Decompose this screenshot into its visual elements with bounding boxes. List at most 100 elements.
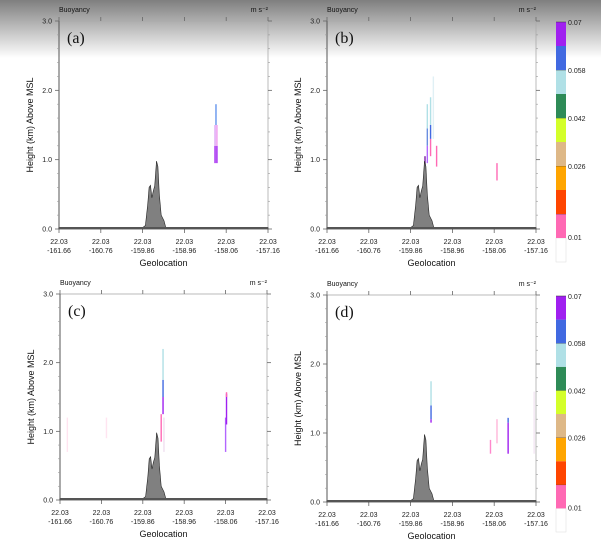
y-tick-label: 1.0 [42,157,52,164]
x-tick-label-lat: 22.03 [259,239,277,246]
terrain-profile [58,161,269,230]
x-tick-label-lon: -157.16 [256,248,280,255]
colorbar-swatch [555,508,567,533]
y-tick-label: 2.0 [43,360,53,367]
y-tick-label: 0.0 [310,227,320,234]
x-tick-label-lat: 22.03 [134,239,152,246]
colorbar-swatch [556,190,566,214]
x-tick-label-lon: -158.96 [173,248,197,255]
y-tick-label: 3.0 [310,19,320,26]
panel-label: (b) [335,30,354,47]
x-tick-label-lon: -161.66 [48,519,72,526]
x-tick-label-lat: 22.03 [176,239,194,246]
colorbar-swatch [556,94,566,118]
x-axis-label: Geolocation [139,258,187,268]
colorbar-label: 0.01 [568,235,582,242]
x-tick-label-lon: -158.96 [441,248,465,255]
x-tick-label-lat: 22.03 [527,512,545,519]
x-tick-label-lon: -161.66 [315,248,339,255]
colorbar-swatch [556,46,566,70]
x-tick-label-lon: -159.86 [399,248,423,255]
y-axis-label: Height (km) Above MSL [293,77,303,172]
plot-frame [326,20,537,230]
colorbar-swatch [556,343,566,367]
colorbar-swatch [556,214,566,238]
colorbar-label: 0.042 [568,116,586,123]
x-tick-label-lon: -160.76 [357,248,381,255]
colorbar-swatch [556,118,566,142]
y-axis-label: Height (km) Above MSL [26,349,36,444]
panel-label: (d) [335,304,354,321]
colorbar-swatch [556,461,566,485]
terrain-profile [326,434,537,503]
colorbar-label: 0.01 [568,505,582,512]
x-tick-label-lon: -157.16 [524,521,548,528]
x-tick-label-lon: -158.06 [482,521,506,528]
colorbar-label: 0.042 [568,388,586,395]
x-tick-label-lat: 22.03 [50,239,68,246]
x-tick-label-lon: -161.66 [315,521,339,528]
colorbar-label: 0.058 [568,341,586,348]
colorbar-swatch [556,166,566,190]
x-axis-label: Geolocation [407,258,455,268]
y-tick-label: 0.0 [42,227,52,234]
colorbar-swatch [556,22,566,46]
x-tick-label-lon: -157.16 [255,519,279,526]
colorbar: 0.01 0.026 0.042 0.058 0.07 [555,294,586,533]
colorbar-swatch [556,366,566,391]
panel-title-units: m s⁻² [519,281,537,288]
colorbar-swatch [555,237,567,263]
colorbar-label: 0.07 [568,20,582,27]
x-tick-label-lat: 22.03 [360,512,378,519]
panel-label: (c) [68,303,86,320]
terrain-profile [326,161,537,230]
x-axis-label: Geolocation [139,529,187,539]
x-tick-label-lon: -158.06 [214,519,238,526]
y-tick-label: 1.0 [43,429,53,436]
x-tick-label-lon: -158.06 [214,248,238,255]
x-tick-label-lat: 22.03 [318,239,336,246]
x-tick-label-lon: -158.06 [482,248,506,255]
colorbar-swatch [556,484,566,509]
x-axis-label: Geolocation [407,531,455,541]
panel-title-units: m s⁻² [250,280,268,287]
colorbar-swatch [556,142,566,166]
x-tick-label-lon: -159.86 [131,519,155,526]
panel-title-left: Buoyancy [59,7,90,14]
y-tick-label: 2.0 [310,88,320,95]
panel-title-units: m s⁻² [519,7,537,14]
x-tick-label-lon: -159.86 [131,248,155,255]
x-tick-label-lon: -157.16 [524,248,548,255]
x-tick-label-lat: 22.03 [93,510,111,517]
y-axis-label: Height (km) Above MSL [25,77,35,172]
x-tick-label-lat: 22.03 [485,239,503,246]
y-tick-label: 0.0 [310,500,320,507]
x-tick-label-lat: 22.03 [360,239,378,246]
top-shading [0,0,601,58]
colorbar: 0.01 0.026 0.042 0.058 0.07 [555,20,586,263]
x-tick-label-lat: 22.03 [318,512,336,519]
x-tick-label-lat: 22.03 [444,239,462,246]
y-tick-label: 1.0 [310,157,320,164]
x-tick-label-lon: -160.76 [89,248,113,255]
y-tick-label: 2.0 [42,88,52,95]
colorbar-swatch [556,296,566,320]
panel-b: Buoyancy m s⁻² 0.0 1.0 2.0 3.0 22.03 -161.66 22.… [293,7,548,268]
x-tick-label-lat: 22.03 [175,510,193,517]
colorbar-swatch [556,319,566,344]
x-tick-label-lat: 22.03 [527,239,545,246]
panel-d: Buoyancy m s⁻² 0.0 1.0 2.0 3.0 22.03 -161.66 22.… [293,281,548,541]
x-tick-label-lat: 22.03 [402,512,420,519]
x-tick-label-lon: -158.96 [172,519,196,526]
colorbar-label: 0.026 [568,164,586,171]
x-tick-label-lat: 22.03 [258,510,276,517]
y-tick-label: 3.0 [43,292,53,299]
x-tick-label-lat: 22.03 [92,239,110,246]
colorbar-label: 0.026 [568,436,586,443]
colorbar-swatch [556,414,566,438]
panel-label: (a) [67,30,85,47]
x-tick-label-lon: -161.66 [47,248,71,255]
plot-frame [58,20,269,230]
x-tick-label-lon: -160.76 [357,521,381,528]
colorbar-label: 0.07 [568,294,582,301]
